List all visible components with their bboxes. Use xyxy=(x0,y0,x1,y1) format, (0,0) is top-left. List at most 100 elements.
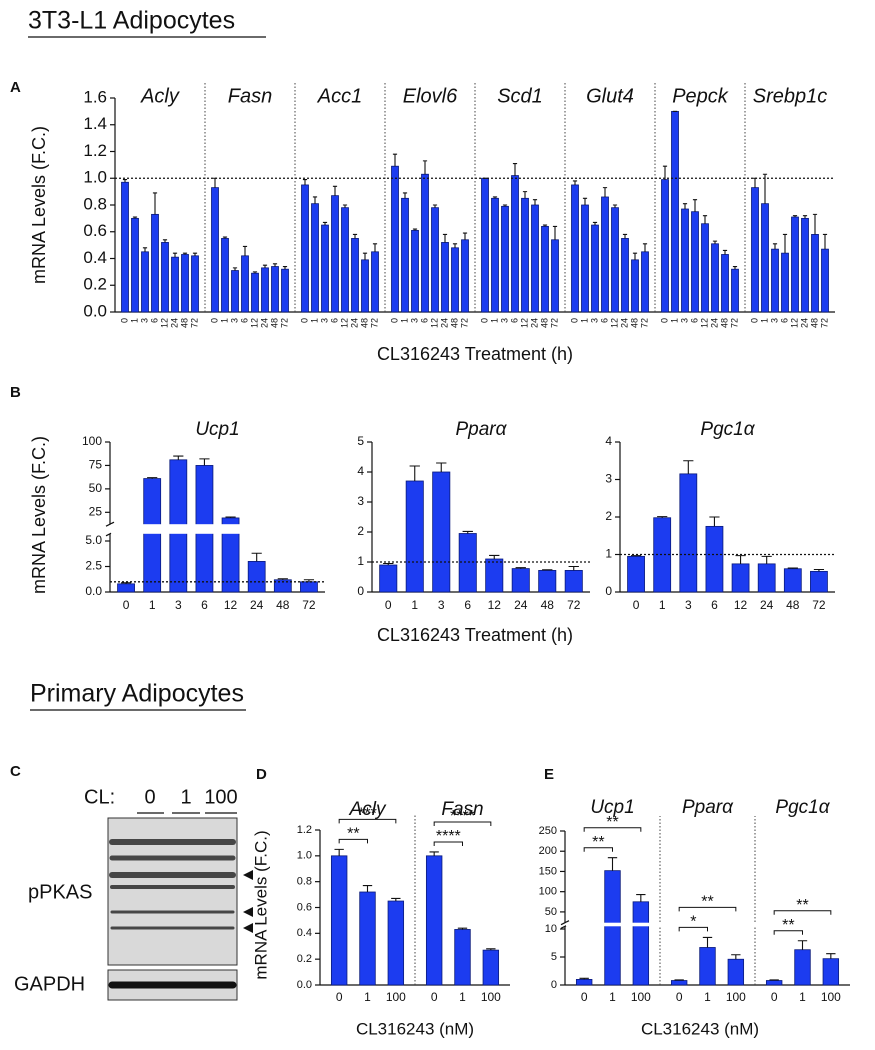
x-tick-label: 24 xyxy=(760,598,774,612)
x-tick-label: 12 xyxy=(339,318,349,328)
x-tick-label: 72 xyxy=(189,318,199,328)
group-title: Scd1 xyxy=(497,85,543,107)
x-tick-label: 48 xyxy=(359,318,369,328)
break-gap xyxy=(111,524,326,534)
x-tick-label: 72 xyxy=(639,318,649,328)
bar xyxy=(791,216,799,313)
error-bar xyxy=(752,177,758,188)
error-bar xyxy=(512,162,518,176)
bar xyxy=(300,581,318,593)
bar xyxy=(141,251,149,313)
x-tick-label: 3 xyxy=(319,318,329,323)
bar xyxy=(571,184,579,313)
x-tick-label: 6 xyxy=(779,318,789,323)
bar xyxy=(221,238,229,313)
x-tick-label: 72 xyxy=(369,318,379,328)
error-bar xyxy=(502,204,508,207)
error-bar xyxy=(682,203,688,210)
bar xyxy=(481,177,489,313)
bar xyxy=(564,570,583,593)
bar xyxy=(359,891,376,986)
error-bar xyxy=(702,215,708,224)
significance-label: ** xyxy=(701,894,713,911)
panel-letter: A xyxy=(10,79,21,96)
error-bar xyxy=(232,267,238,271)
bar xyxy=(541,225,549,313)
error-bar xyxy=(489,554,500,559)
y-tick-label: 0 xyxy=(605,584,612,598)
error-bar xyxy=(568,565,579,571)
error-bar xyxy=(622,233,628,239)
bar xyxy=(699,947,716,986)
bar xyxy=(631,259,639,313)
y-tick-label: 1.2 xyxy=(83,141,107,160)
error-bar xyxy=(582,197,588,205)
error-bar xyxy=(412,228,418,231)
error-bar xyxy=(522,191,528,199)
error-bar xyxy=(762,173,768,204)
bar xyxy=(425,855,443,986)
significance-bracket xyxy=(678,926,708,932)
error-bar xyxy=(813,568,825,572)
error-bar xyxy=(225,516,236,518)
bar xyxy=(181,254,189,313)
x-tick-label: 72 xyxy=(812,598,826,612)
error-bar xyxy=(391,897,401,902)
error-bar xyxy=(607,857,618,871)
error-bar xyxy=(173,455,184,460)
bar xyxy=(611,207,619,313)
x-tick-label: 24 xyxy=(514,598,528,612)
bar xyxy=(411,230,419,313)
bar xyxy=(727,958,745,986)
error-bar xyxy=(192,252,198,256)
error-bar xyxy=(782,233,788,254)
significance-bracket xyxy=(583,827,642,832)
bar xyxy=(701,223,709,313)
error-bar xyxy=(251,552,262,562)
group-title: Pgc1α xyxy=(775,797,830,818)
x-tick-label: 48 xyxy=(449,318,459,328)
significance-label: ** xyxy=(592,834,604,851)
bar xyxy=(387,900,405,986)
bar xyxy=(491,197,499,313)
significance-label: ** xyxy=(606,814,618,831)
x-tick-label: 24 xyxy=(169,318,179,328)
x-tick-label: 12 xyxy=(224,598,238,612)
significance-bracket xyxy=(433,841,463,846)
x-tick-label: 48 xyxy=(719,318,729,328)
error-bar xyxy=(332,185,338,196)
x-tick-label: 24 xyxy=(250,598,264,612)
error-bar xyxy=(735,555,746,564)
bar xyxy=(801,217,809,313)
y-tick-label: 1 xyxy=(605,547,612,561)
bar xyxy=(681,208,689,313)
x-tick-label: 0 xyxy=(771,990,778,1004)
bar xyxy=(301,184,309,313)
section-heading: 3T3-L1 Adipocytes xyxy=(28,7,235,35)
blot-label: pPKAS xyxy=(28,881,92,903)
x-tick-label: 48 xyxy=(629,318,639,328)
y-axis-label: mRNA Levels (F.C.) xyxy=(29,436,49,594)
error-bar xyxy=(532,199,538,205)
x-tick-label: 1 xyxy=(219,318,229,323)
bar xyxy=(604,870,621,986)
group-title: Pparα xyxy=(456,419,508,440)
x-tick-label: 0 xyxy=(569,318,579,323)
error-bar xyxy=(452,243,458,248)
error-bar xyxy=(342,204,348,208)
x-tick-label: 48 xyxy=(809,318,819,328)
x-tick-label: 12 xyxy=(249,318,259,328)
y-tick-label: 1.0 xyxy=(83,168,107,187)
error-bar xyxy=(120,582,132,584)
error-bar xyxy=(402,192,408,199)
x-tick-label: 6 xyxy=(509,318,519,323)
bar xyxy=(191,255,199,313)
error-bar xyxy=(457,927,468,930)
bar xyxy=(121,181,129,313)
group-title: Acly xyxy=(349,799,387,820)
bar xyxy=(731,563,750,593)
bar xyxy=(761,203,769,313)
error-bar xyxy=(436,462,447,472)
bar xyxy=(321,224,329,313)
x-tick-label: 1 xyxy=(411,598,418,612)
